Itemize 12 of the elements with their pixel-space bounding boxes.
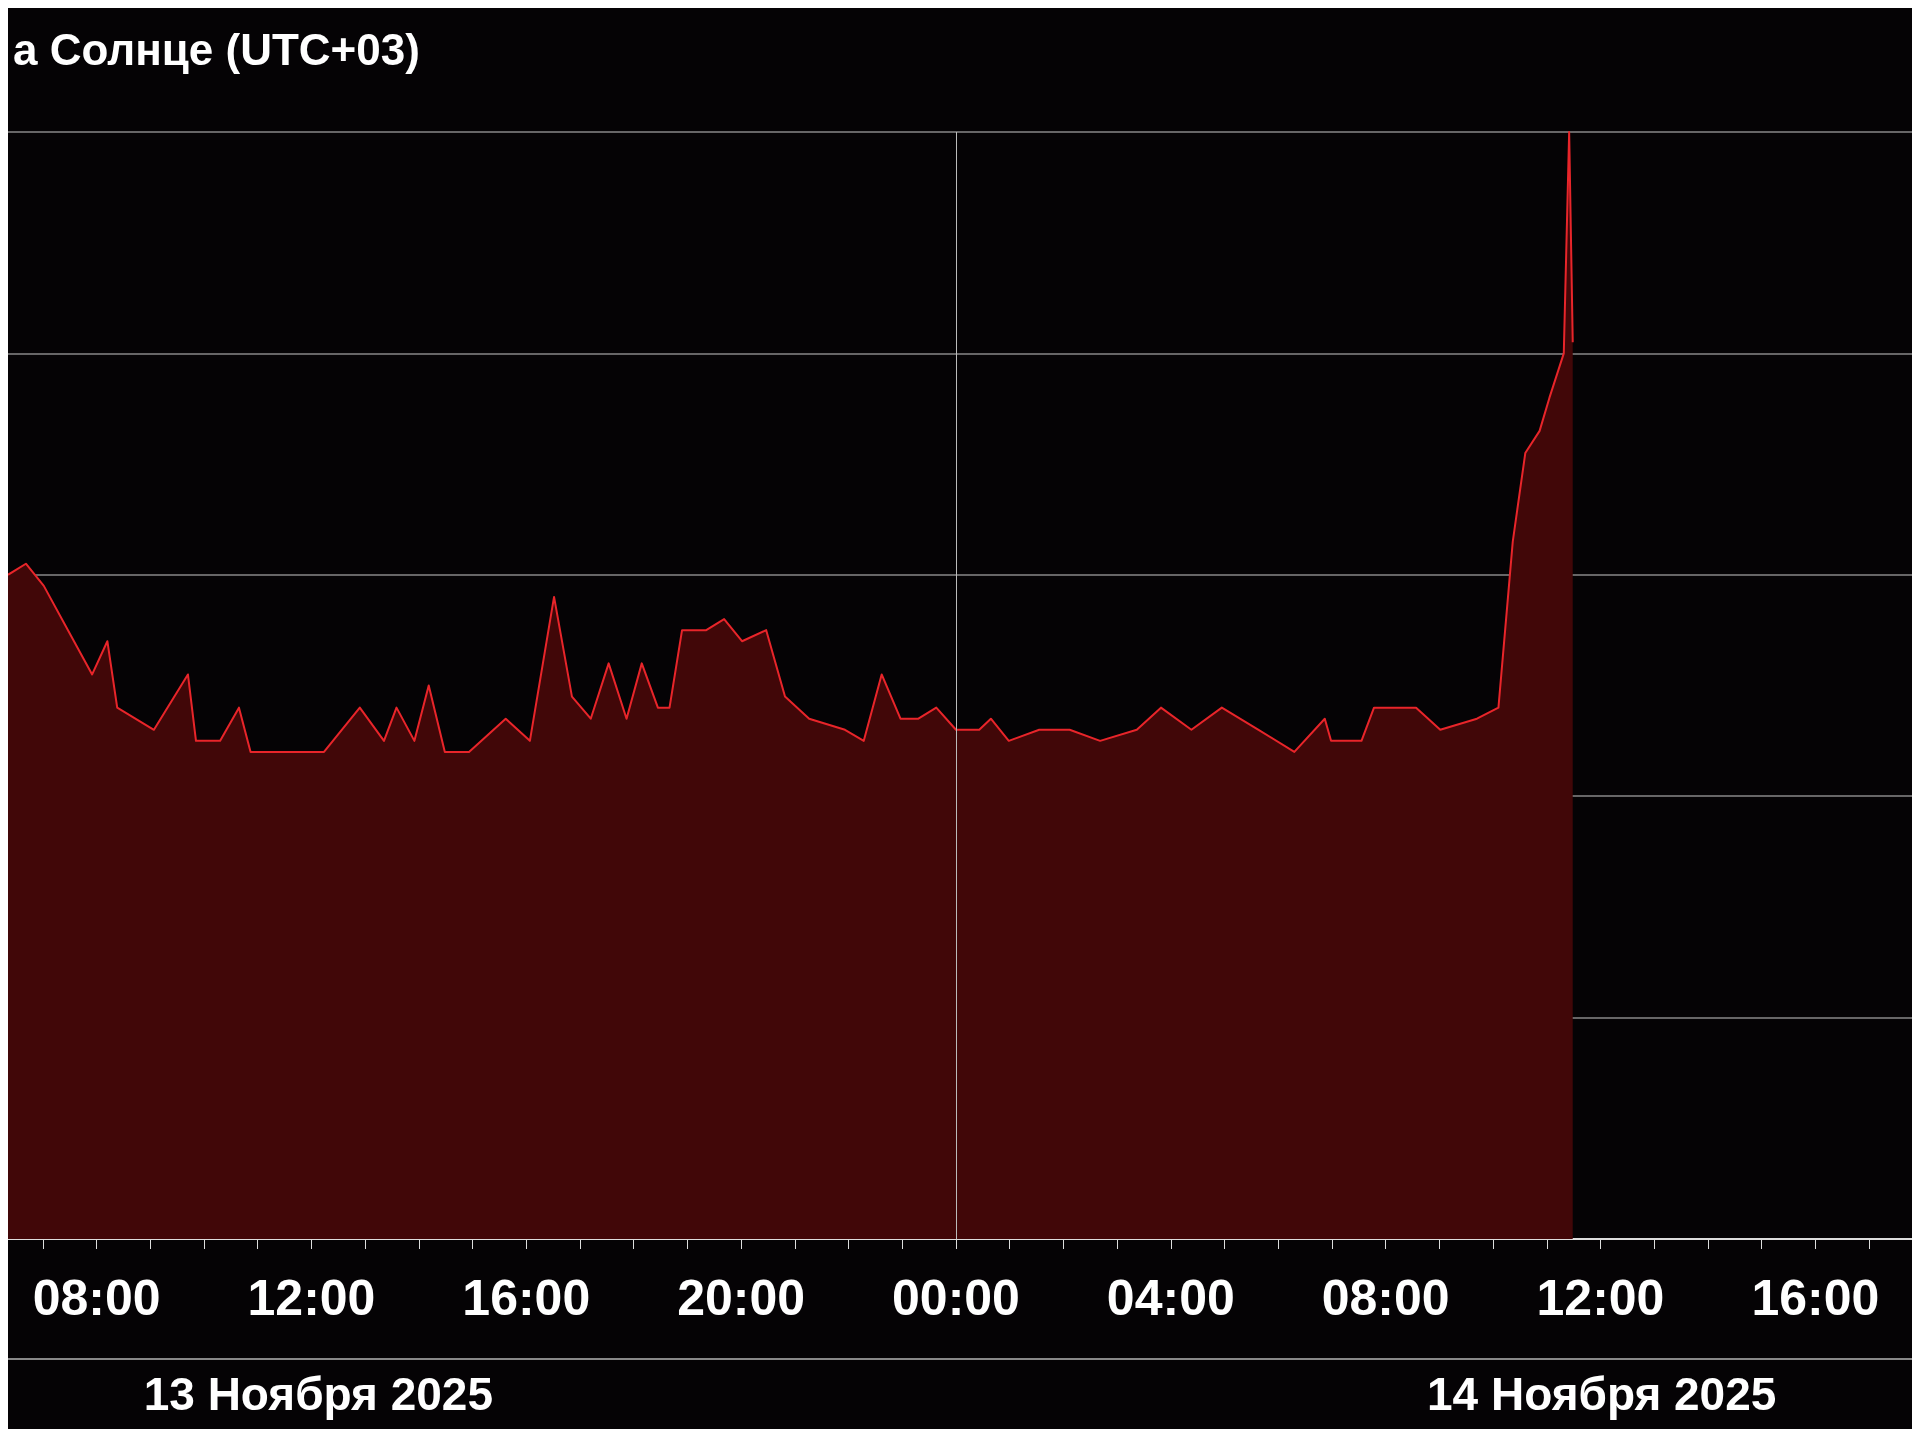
- x-tick-label: 08:00: [1321, 1270, 1450, 1326]
- x-tick-label: 16:00: [1751, 1270, 1880, 1326]
- x-tick-label: 20:00: [677, 1270, 806, 1326]
- x-tick-label: 12:00: [247, 1270, 376, 1326]
- chart-title: а Солнце (UTC+03): [13, 24, 420, 74]
- x-tick-label: 12:00: [1536, 1270, 1665, 1326]
- x-tick-label: 16:00: [462, 1270, 591, 1326]
- x-tick-label: 04:00: [1106, 1270, 1235, 1326]
- x-tick-label: 00:00: [892, 1270, 1020, 1326]
- text: 14 Ноября 2025: [1426, 1368, 1777, 1420]
- text: 13 Ноября 2025: [143, 1368, 494, 1420]
- x-tick-label: 08:00: [32, 1270, 161, 1326]
